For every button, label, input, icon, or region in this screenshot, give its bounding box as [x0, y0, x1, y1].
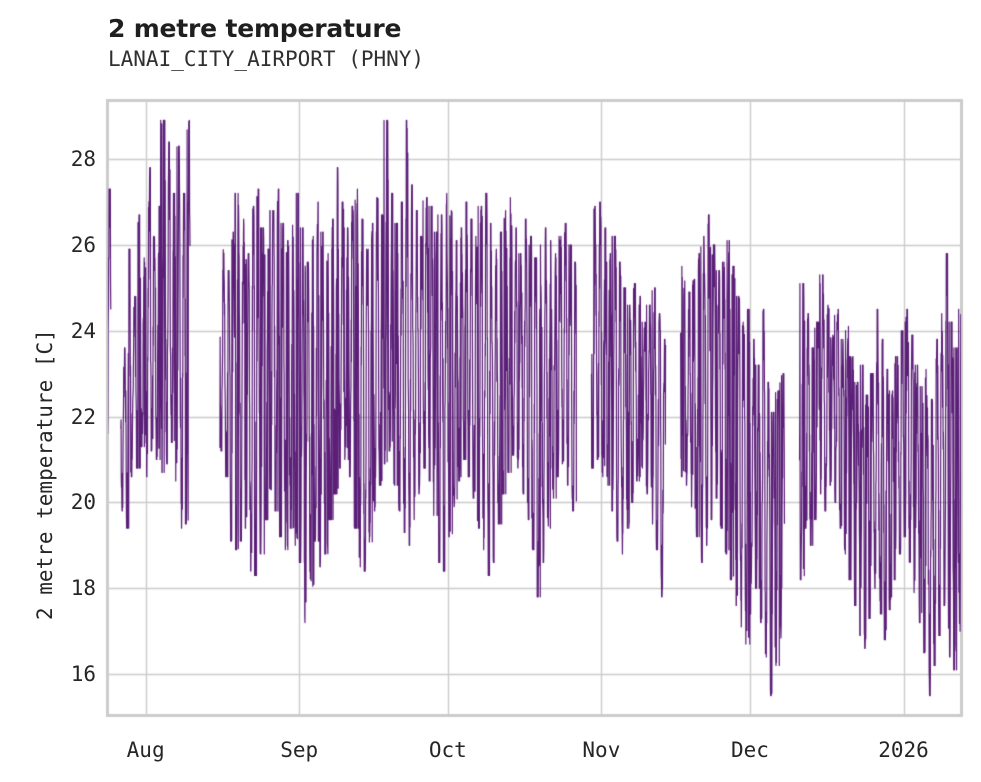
y-tick-label: 16	[70, 662, 96, 687]
y-tick-label: 20	[70, 490, 96, 515]
x-tick-label: Sep	[280, 738, 319, 762]
x-tick-label: Dec	[731, 738, 769, 762]
x-tick-label: Oct	[428, 738, 467, 762]
y-tick-label: 26	[70, 232, 96, 257]
page-title: 2 metre temperature	[108, 14, 402, 43]
x-tick-label: Nov	[582, 738, 621, 762]
y-axis-tick-labels: 16 18 20 22 24 26 28	[0, 0, 96, 782]
chart-subtitle: LANAI_CITY_AIRPORT (PHNY)	[108, 47, 425, 71]
y-tick-label: 18	[70, 576, 96, 601]
y-tick-label: 24	[70, 318, 96, 343]
y-tick-label: 22	[70, 404, 96, 429]
y-tick-label: 28	[70, 147, 96, 172]
x-tick-label: 2026	[878, 738, 929, 762]
x-tick-label: Aug	[126, 738, 165, 762]
title-block: 2 metre temperature LANAI_CITY_AIRPORT (…	[108, 14, 928, 72]
